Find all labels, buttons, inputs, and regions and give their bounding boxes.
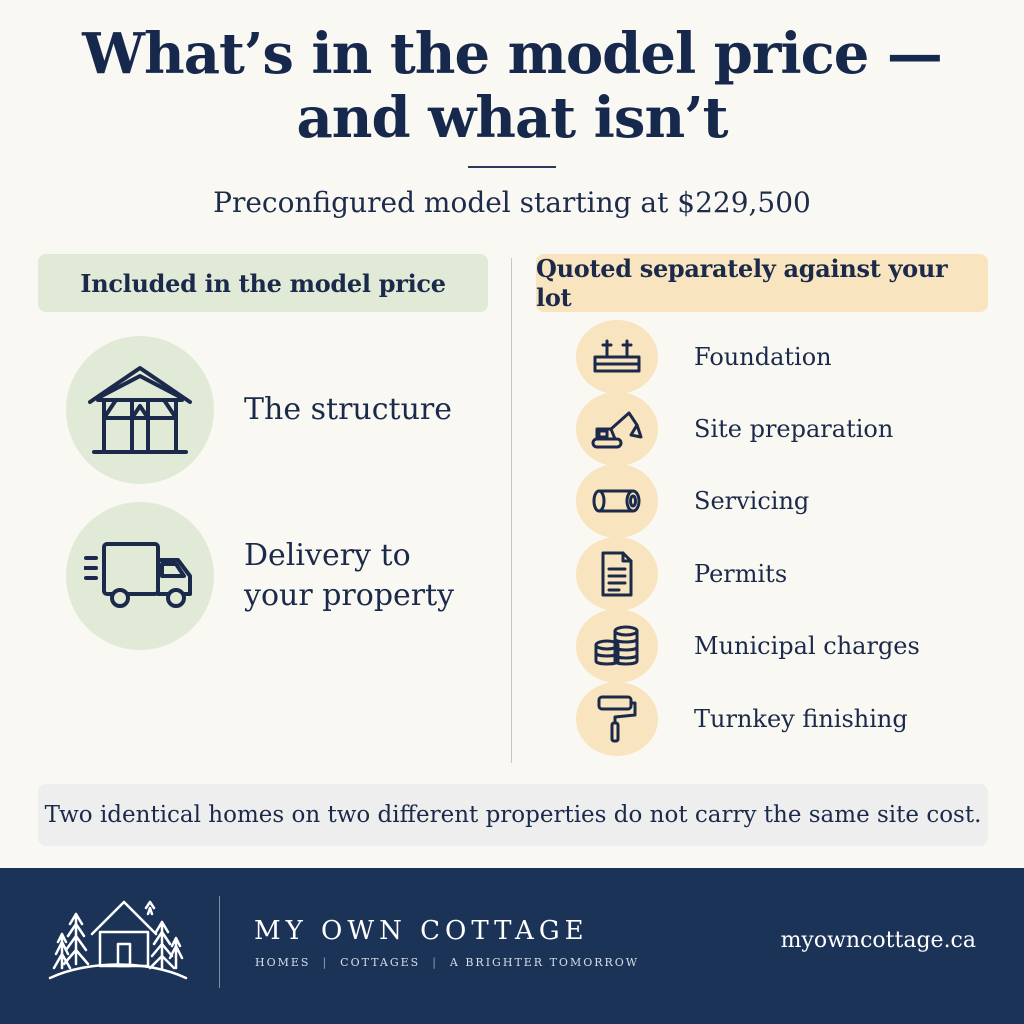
included-heading: Included in the model price xyxy=(38,254,488,312)
title-divider xyxy=(468,166,556,168)
cottage-logo-icon xyxy=(48,894,188,988)
brand-name: MY OWN COTTAGE xyxy=(254,916,589,946)
coins-icon xyxy=(576,609,658,683)
brand-tagline: HOMES | COTTAGES | A BRIGHTER TOMORROW xyxy=(255,956,640,969)
excluded-item-label: Site preparation xyxy=(694,415,894,443)
title-line-1: What’s in the model price — xyxy=(82,21,943,87)
site-cost-note: Two identical homes on two different pro… xyxy=(38,784,988,846)
paint-roller-icon xyxy=(576,682,658,756)
delivery-truck-icon xyxy=(66,502,214,650)
excluded-item-foundation: Foundation xyxy=(576,320,832,394)
footer: MY OWN COTTAGE HOMES | COTTAGES | A BRIGHTER… xyxy=(0,868,1024,1024)
title-line-2: and what isn’t xyxy=(296,85,728,151)
subtitle: Preconfigured model starting at $229,500 xyxy=(213,186,811,219)
tagline-cottages: COTTAGES xyxy=(340,956,421,969)
excluded-item-label: Permits xyxy=(694,560,788,588)
included-item-delivery: Delivery to your property xyxy=(66,502,474,650)
excluded-item-label: Turnkey finishing xyxy=(694,705,908,733)
excluded-heading: Quoted separately against your lot xyxy=(536,254,988,312)
included-item-label: Delivery to your property xyxy=(244,538,455,613)
excluded-item-label: Servicing xyxy=(694,487,810,515)
pipe-icon xyxy=(576,464,658,538)
excluded-item-label: Municipal charges xyxy=(694,632,920,660)
tagline-homes: HOMES xyxy=(255,956,311,969)
column-divider xyxy=(511,258,512,763)
document-icon xyxy=(576,537,658,611)
page-title: What’s in the model price — and what isn… xyxy=(0,22,1024,150)
excluded-item-municipal-charges: Municipal charges xyxy=(576,609,920,683)
excluded-item-turnkey-finishing: Turnkey finishing xyxy=(576,682,908,756)
included-item-structure: The structure xyxy=(66,336,474,484)
footer-divider xyxy=(219,896,220,988)
foundation-icon xyxy=(576,320,658,394)
tagline-brighter-tomorrow: A BRIGHTER TOMORROW xyxy=(449,956,640,969)
house-frame-icon xyxy=(66,336,214,484)
excluded-item-label: Foundation xyxy=(694,343,832,371)
excluded-item-permits: Permits xyxy=(576,537,787,611)
included-item-label: The structure xyxy=(244,392,453,427)
website-link[interactable]: myowncottage.ca xyxy=(780,928,976,953)
excluded-item-site-preparation: Site preparation xyxy=(576,392,893,466)
excluded-item-servicing: Servicing xyxy=(576,464,809,538)
excavator-icon xyxy=(576,392,658,466)
